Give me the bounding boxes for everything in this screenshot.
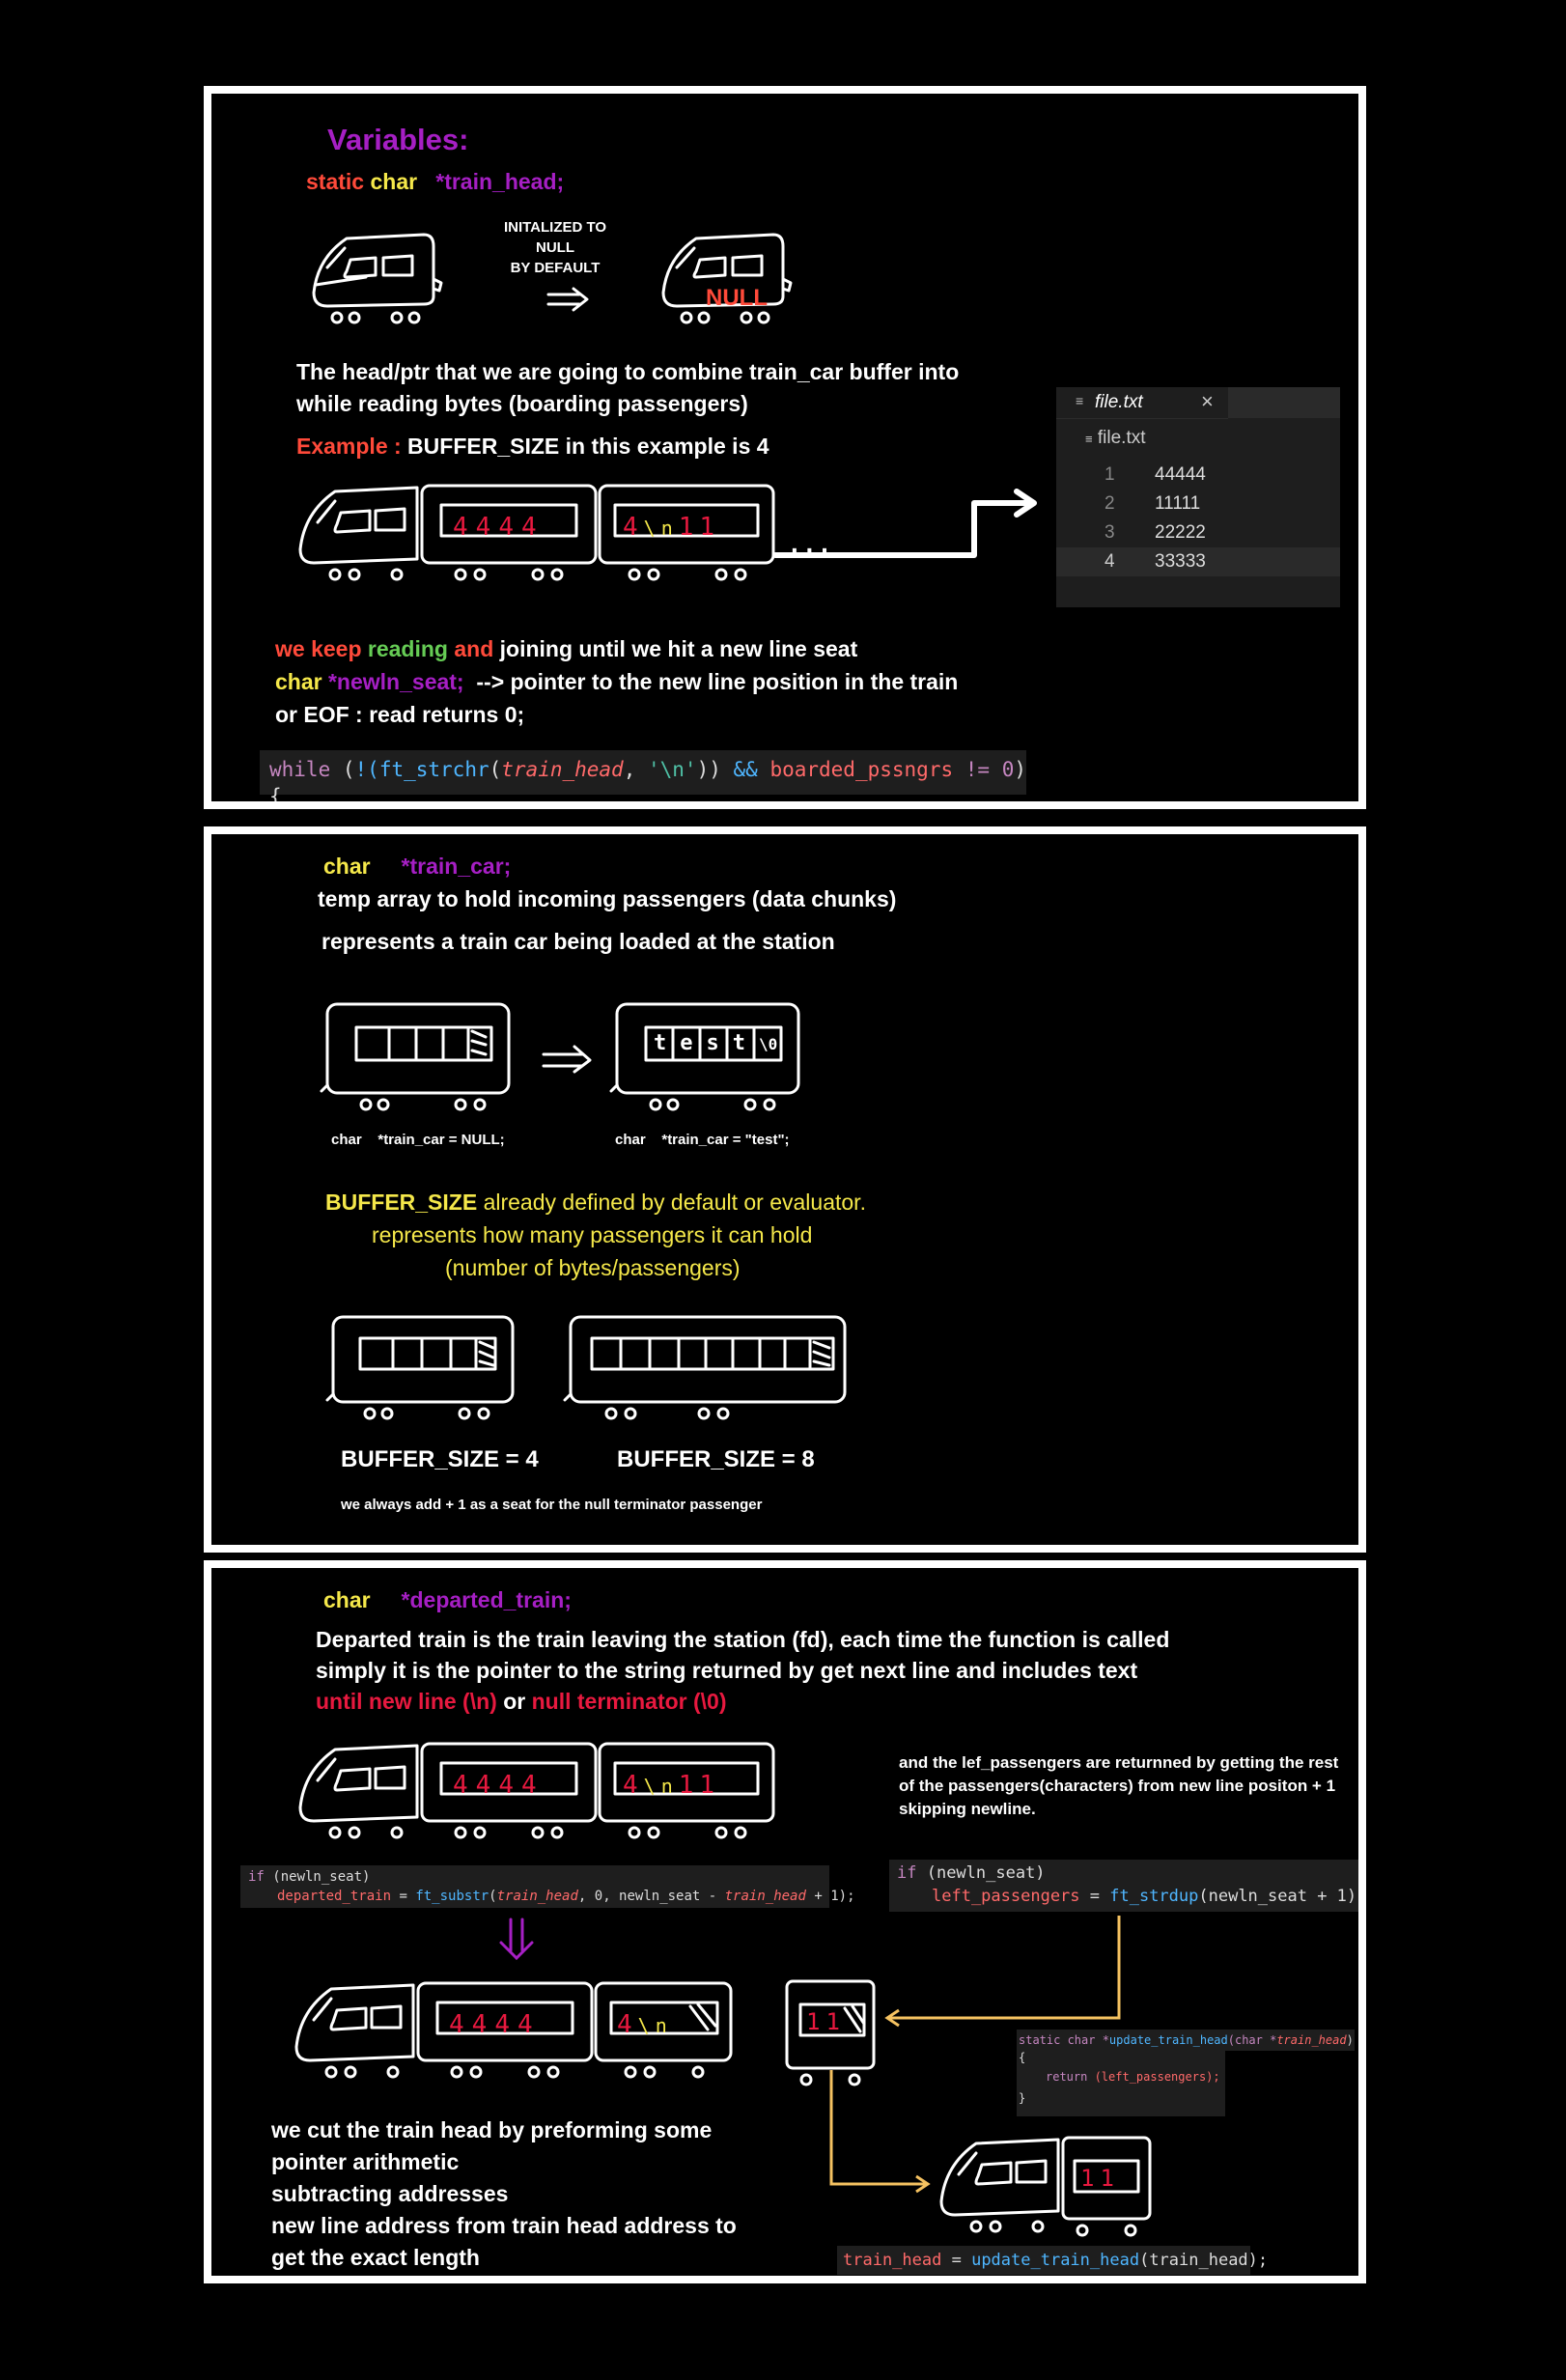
arrow-to-file-icon [772, 489, 1037, 558]
update-train-head-code: static char *update_train_head(char *tra… [1017, 2030, 1355, 2116]
close-icon[interactable]: × [1201, 389, 1214, 413]
train-head-var: *train_head; [435, 169, 565, 194]
train-drawing [298, 484, 775, 581]
train-car-declaration: char *train_car; [323, 854, 512, 879]
buffer-8-car-drawing [563, 1315, 847, 1420]
test-car-label: char *train_car = "test"; [615, 1132, 790, 1148]
newln-seat-line: char *newln_seat; --> pointer to the new… [275, 669, 959, 694]
cut-car2-seats: 4\n [617, 2010, 673, 2039]
panel-departed-train: char *departed_train; Departed train is … [204, 1560, 1366, 2283]
null-terminator-note: we always add + 1 as a seat for the null… [341, 1497, 763, 1513]
buffer-4-car-drawing [325, 1315, 515, 1420]
null-car-label: char *train_car = NULL; [331, 1132, 505, 1148]
file-icon: ≡ [1076, 393, 1084, 408]
arrow-right-icon [542, 1045, 592, 1074]
panel-train-head: Variables: static char *train_head; INIT… [204, 86, 1366, 809]
buffer-8-label: BUFFER_SIZE = 8 [617, 1446, 815, 1472]
locomotive-drawing [312, 233, 443, 324]
left-car-seats: 11 [806, 2008, 846, 2035]
file-line-3: 3 22222 [1105, 522, 1206, 543]
car2-seats: 4\n11 [623, 513, 721, 542]
left-passengers-desc: and the lef_passengers are returnned by … [899, 1753, 1339, 1818]
full-train-drawing [298, 1742, 775, 1839]
buffer-4-label: BUFFER_SIZE = 4 [341, 1446, 539, 1472]
test-car-seats: test\0 [654, 1031, 778, 1055]
down-arrow-icon [499, 1918, 534, 1961]
empty-car-drawing [320, 1002, 511, 1111]
keep-reading-line: we keep reading and joining until we hit… [275, 636, 858, 661]
example-line: Example : BUFFER_SIZE in this example is… [296, 434, 769, 459]
null-locomotive-drawing [661, 233, 793, 324]
file-line-2: 2 11111 [1105, 493, 1201, 514]
file-viewer: ≡ file.txt × ≡ file.txt 1 44444 2 11111 … [1056, 387, 1340, 607]
init-note: INITALIZED TO NULL BY DEFAULT [503, 219, 607, 276]
train-car-desc-1: temp array to hold incoming passengers (… [318, 886, 897, 911]
eof-line: or EOF : read returns 0; [275, 702, 525, 727]
departed-train-declaration: char *departed_train; [323, 1587, 572, 1612]
null-label: NULL [706, 285, 768, 311]
buffer-size-desc-3: (number of bytes/passengers) [445, 1255, 741, 1280]
train-head-declaration: static char *train_head; [306, 169, 564, 195]
cut-train-drawing [294, 1981, 733, 2079]
full-car2-seats: 4\n11 [623, 1771, 721, 1800]
new-train-head-drawing [939, 2136, 1152, 2237]
full-car1-seats: 4444 [453, 1771, 545, 1800]
file-icon: ≡ [1085, 432, 1093, 446]
strdup-code: if (newln_seat) left_passengers = ft_str… [889, 1860, 1358, 1912]
file-breadcrumb: ≡ file.txt [1085, 428, 1146, 448]
file-tab-label: file.txt [1095, 392, 1143, 412]
train-head-description: The head/ptr that we are going to combin… [296, 359, 960, 416]
buffer-size-desc-2: represents how many passengers it can ho… [372, 1222, 813, 1247]
test-car-drawing [609, 1002, 800, 1111]
new-head-seats: 11 [1080, 2165, 1120, 2192]
pointer-arithmetic-note: we cut the train head by preforming some… [271, 2117, 737, 2270]
file-line-4: 4 33333 [1056, 547, 1340, 576]
tab-bar-filler [1228, 387, 1340, 418]
file-line-1: 1 44444 [1105, 464, 1206, 485]
char-keyword: char [370, 169, 418, 194]
train-head-assign-code: train_head = update_train_head(train_hea… [837, 2246, 1268, 2275]
car1-seats: 4444 [453, 513, 545, 542]
panel-train-car: char *train_car; temp array to hold inco… [204, 826, 1366, 1553]
arrow-right-icon [546, 287, 589, 312]
left-passengers-car-drawing [785, 1979, 876, 2086]
departed-desc: Departed train is the train leaving the … [316, 1627, 1170, 1714]
buffer-size-line: BUFFER_SIZE already defined by default o… [325, 1190, 866, 1215]
file-tab[interactable]: ≡ file.txt × [1056, 387, 1228, 419]
train-car-desc-2: represents a train car being loaded at t… [322, 929, 835, 954]
variables-title: Variables: [327, 123, 469, 156]
static-keyword: static [306, 169, 365, 194]
substr-code: if (newln_seat) departed_train = ft_subs… [240, 1865, 855, 1908]
cut-car1-seats: 4444 [449, 2010, 541, 2039]
while-loop-code: while (!(ft_strchr(train_head, '\n')) &&… [260, 750, 1026, 801]
orange-connector-arrows [829, 1916, 1121, 2194]
